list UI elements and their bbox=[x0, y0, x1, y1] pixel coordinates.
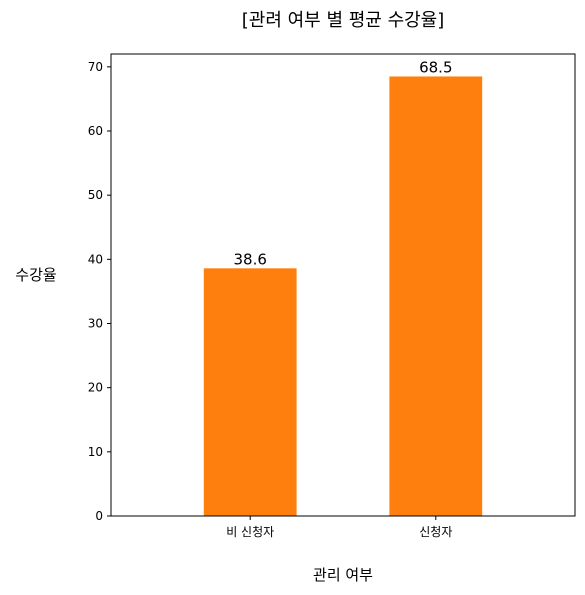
plot-frame bbox=[110, 53, 576, 517]
y-tick-label-10: 10 bbox=[88, 445, 103, 459]
y-tick-label-30: 30 bbox=[88, 317, 103, 331]
bar-1 bbox=[203, 268, 297, 516]
y-tick-label-40: 40 bbox=[88, 252, 103, 266]
data-label-1: 38.6 bbox=[233, 250, 266, 268]
y-tick-label-70: 70 bbox=[88, 60, 103, 74]
data-label-2: 68.5 bbox=[419, 58, 452, 76]
bar-2 bbox=[389, 76, 483, 516]
x-axis-label: 관리 여부 bbox=[313, 566, 373, 584]
chart-title: [관려 여부 별 평균 수강율] bbox=[242, 10, 445, 31]
x-tick-label-2: 신청자 bbox=[419, 525, 452, 539]
y-tick-label-60: 60 bbox=[88, 124, 103, 138]
y-axis-label: 수강율 bbox=[15, 266, 56, 284]
y-tick-label-0: 0 bbox=[95, 509, 103, 523]
x-tick-label-1: 비 신청자 bbox=[226, 525, 274, 539]
y-tick-label-20: 20 bbox=[88, 381, 103, 395]
y-tick-label-50: 50 bbox=[88, 188, 103, 202]
